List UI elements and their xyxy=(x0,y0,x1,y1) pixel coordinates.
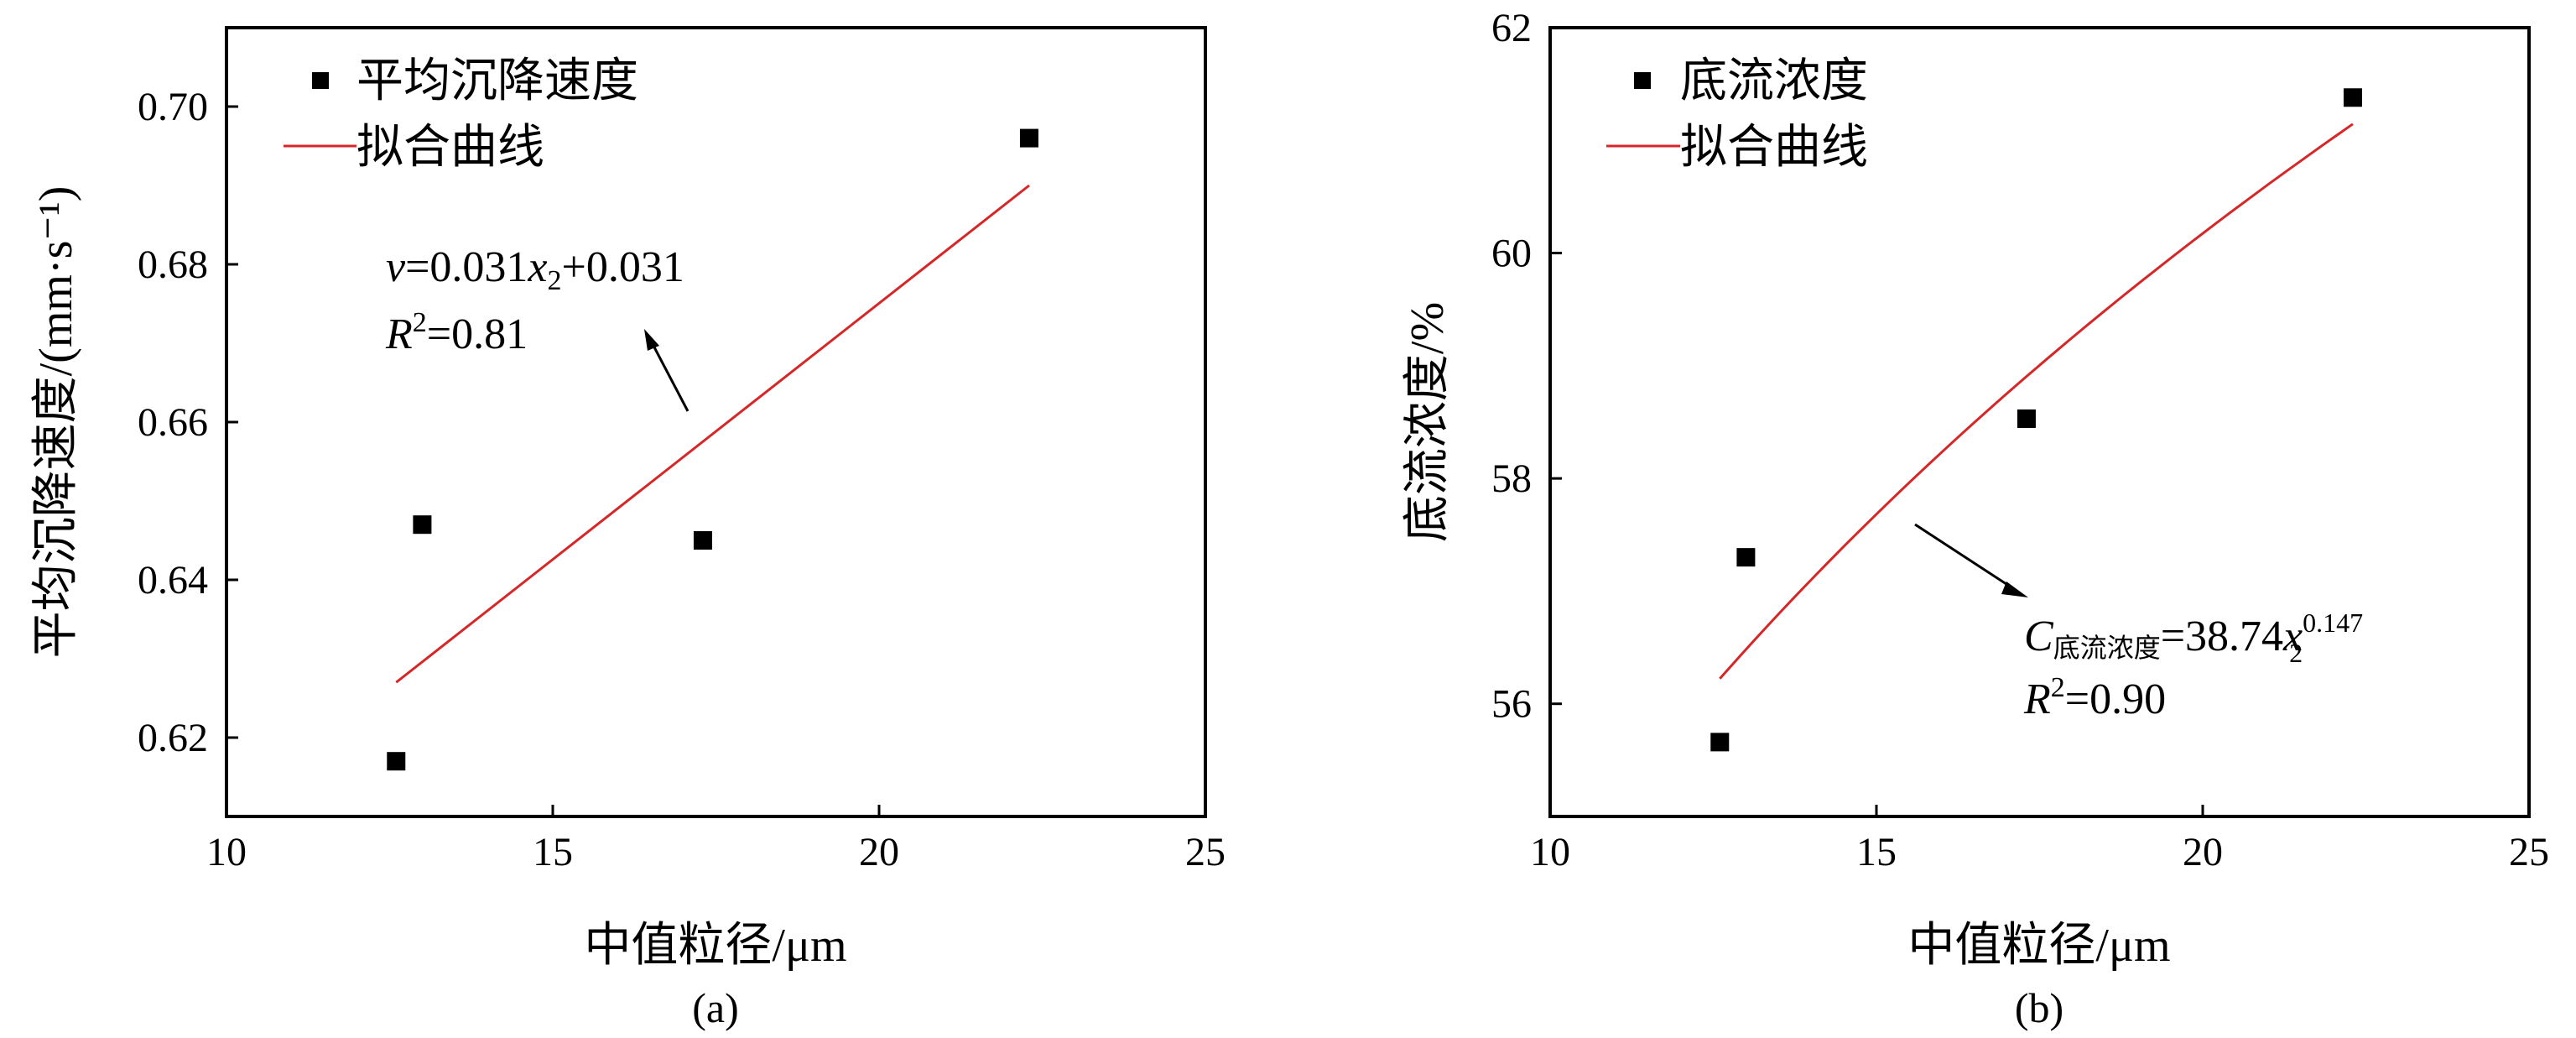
data-point-a-3 xyxy=(1019,128,1038,148)
x-tick-labels-a: 10 15 20 25 xyxy=(206,830,1226,874)
caption-a: (a) xyxy=(692,984,739,1031)
data-point-b-0 xyxy=(1710,733,1730,752)
data-points-b xyxy=(1710,88,2362,752)
annotation-arrowhead-b xyxy=(2001,582,2028,597)
x-axis-label-b: 中值粒径/μm xyxy=(1907,920,2170,972)
legend-label-line-a: 拟合曲线 xyxy=(356,122,544,174)
y-axis-label-b: 底流浓度/% xyxy=(1402,302,1454,542)
data-point-a-1 xyxy=(413,515,432,535)
x-tick-label-b-2: 20 xyxy=(2183,830,2223,874)
x-tick-label-b-1: 15 xyxy=(1856,830,1897,874)
eq-lhs-b: C xyxy=(2024,613,2054,660)
data-point-b-3 xyxy=(2343,88,2362,107)
eq-sub-b: 2 xyxy=(2289,638,2303,668)
equation-b: C底流浓度=38.74x0.147 2 R2=0.90 xyxy=(1914,523,2363,723)
y-tick-label-a-4: 0.70 xyxy=(138,85,208,129)
x-tick-label-a-1: 15 xyxy=(533,830,573,874)
legend-marker-points-b xyxy=(1634,72,1651,89)
eq-tail-a: +0.031 xyxy=(562,243,684,291)
data-points-a xyxy=(387,128,1038,771)
eq-body-b: =38.74 xyxy=(2161,613,2283,660)
annotation-arrowhead-a xyxy=(644,329,659,351)
fit-line-a xyxy=(395,184,1030,684)
axis-ticks-b xyxy=(1548,26,2531,816)
eq-lhs-a: v xyxy=(386,243,406,291)
y-axis-label-a: 平均沉降速度/(mm·s⁻¹) xyxy=(30,186,82,659)
y-tick-label-a-0: 0.62 xyxy=(138,716,208,760)
equation-a: v=0.031x2+0.031 R2=0.81 xyxy=(385,243,690,412)
eq-sub-a: 2 xyxy=(548,265,562,296)
r2-sym-a: R xyxy=(385,310,413,358)
legend-label-line-b: 拟合曲线 xyxy=(1680,122,1868,174)
y-tick-labels-a: 0.62 0.64 0.66 0.68 0.70 xyxy=(138,85,208,760)
data-point-a-0 xyxy=(387,752,406,771)
x-tick-label-a-2: 20 xyxy=(859,830,899,874)
data-point-b-2 xyxy=(2017,409,2036,428)
r2-sup-a: 2 xyxy=(413,307,427,338)
axis-ticks-a xyxy=(225,105,1207,816)
y-tick-label-b-0: 56 xyxy=(1491,682,1532,727)
r2-sup-b: 2 xyxy=(2051,672,2065,703)
caption-b: (b) xyxy=(2015,984,2063,1031)
x-tick-labels-b: 10 15 20 25 xyxy=(1530,830,2549,874)
svg-text:R2=0.81: R2=0.81 xyxy=(385,307,528,358)
r2-sym-b: R xyxy=(2023,675,2051,723)
panel-a: 10 15 20 25 0.62 0.64 0.66 0.68 0.70 平均沉降速度 拟合曲… xyxy=(30,26,1226,1031)
data-point-b-1 xyxy=(1736,548,1756,567)
eq-var-b: x xyxy=(2282,613,2303,660)
y-tick-label-a-1: 0.64 xyxy=(138,558,208,602)
data-point-a-2 xyxy=(693,531,712,550)
legend-a: 平均沉降速度 拟合曲线 xyxy=(284,55,638,174)
legend-marker-points-a xyxy=(312,72,329,89)
x-tick-label-b-0: 10 xyxy=(1530,830,1570,874)
plot-area-b xyxy=(1548,26,2531,818)
x-tick-label-b-3: 25 xyxy=(2509,830,2549,874)
legend-label-points-b: 底流浓度 xyxy=(1680,55,1868,107)
x-tick-label-a-0: 10 xyxy=(206,830,247,874)
x-axis-label-a: 中值粒径/μm xyxy=(584,920,846,972)
svg-text:v=0.031x2+0.031: v=0.031x2+0.031 xyxy=(386,243,684,296)
eq-lhs-sub-b: 底流浓度 xyxy=(2053,633,2161,663)
svg-text:R2=0.90: R2=0.90 xyxy=(2023,672,2166,723)
eq-body-a: =0.031 xyxy=(405,243,528,291)
x-tick-label-a-3: 25 xyxy=(1185,830,1226,874)
legend-b: 底流浓度 拟合曲线 xyxy=(1606,55,1868,174)
eq-var-a: x xyxy=(527,243,547,291)
y-tick-labels-b: 56 58 60 62 xyxy=(1491,6,1532,727)
fit-curve-b xyxy=(1719,123,2354,680)
r2-val-a: =0.81 xyxy=(427,310,528,358)
eq-sup-b: 0.147 xyxy=(2303,608,2363,638)
y-tick-label-b-2: 60 xyxy=(1491,232,1532,276)
r2-val-b: =0.90 xyxy=(2065,675,2166,723)
annotation-arrow-b xyxy=(1914,523,2012,589)
annotation-arrow-a xyxy=(651,343,690,412)
legend-label-points-a: 平均沉降速度 xyxy=(356,55,638,107)
y-tick-label-b-3: 62 xyxy=(1491,6,1532,50)
y-tick-label-a-3: 0.68 xyxy=(138,243,208,287)
y-tick-label-a-2: 0.66 xyxy=(138,400,208,445)
y-tick-label-b-1: 58 xyxy=(1491,456,1532,501)
